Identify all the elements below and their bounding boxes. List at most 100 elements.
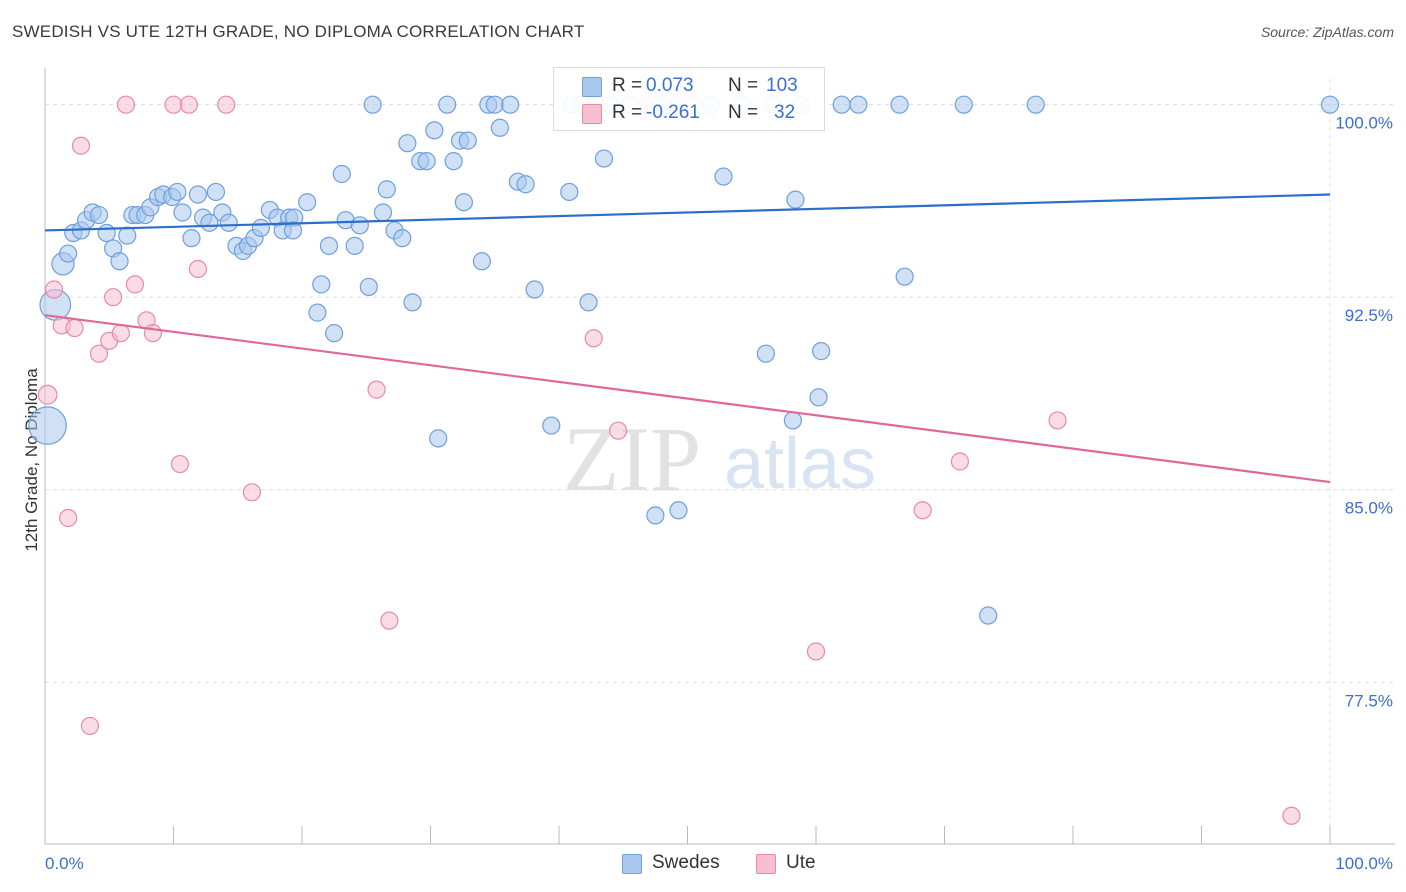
legend-n-value: 103: [766, 75, 798, 96]
point-swedes: [594, 149, 614, 168]
point-swedes: [714, 167, 733, 186]
point-ute: [71, 136, 91, 155]
point-swedes: [403, 293, 422, 312]
point-swedes: [444, 152, 463, 171]
watermark-zip: ZIP: [563, 408, 701, 510]
point-swedes: [359, 277, 378, 297]
legend-row-swedes: R = 0.073 N = 103: [554, 72, 824, 100]
legend-swatch-ute: [756, 854, 776, 874]
point-ute: [125, 275, 145, 294]
point-swedes: [458, 131, 477, 150]
point-swedes: [110, 252, 129, 271]
point-ute: [380, 611, 399, 630]
zipatlas-watermark: ZIP atlas: [563, 408, 876, 510]
point-ute: [1048, 411, 1067, 430]
point-swedes: [182, 229, 201, 248]
legend-r-label: R =: [612, 102, 643, 123]
point-ute: [584, 329, 603, 348]
point-swedes: [646, 506, 665, 525]
series-legend: Swedes Ute: [0, 852, 1406, 876]
axes: [44, 68, 1395, 845]
chart-title: SWEDISH VS UTE 12TH GRADE, NO DIPLOMA CO…: [12, 22, 585, 41]
point-swedes: [485, 95, 504, 114]
point-swedes: [363, 95, 382, 114]
point-swedes: [308, 303, 327, 322]
point-ute: [609, 421, 628, 440]
legend-label-ute: Ute: [786, 852, 816, 873]
point-swedes: [890, 95, 909, 114]
point-swedes: [283, 221, 303, 240]
point-swedes: [516, 175, 535, 194]
point-ute: [913, 501, 932, 520]
point-ute: [188, 259, 208, 279]
point-swedes: [425, 121, 444, 140]
point-ute: [217, 95, 236, 114]
point-swedes: [319, 236, 339, 255]
legend-swatch-swedes: [622, 854, 642, 874]
stats-legend: R = 0.073 N = 103 R = -0.261 N = 32: [553, 67, 825, 131]
point-ute: [806, 642, 826, 661]
tick-labels: 100.0% 92.5% 85.0% 77.5% 0.0% 100.0%: [45, 114, 1393, 873]
point-ute: [44, 280, 64, 299]
y-tick-label: 100.0%: [1335, 114, 1393, 133]
point-swedes: [832, 95, 851, 114]
y-tick-label: 77.5%: [1345, 691, 1393, 710]
point-swedes: [28, 406, 67, 445]
point-ute: [1282, 806, 1301, 825]
point-swedes: [298, 193, 317, 212]
point-swedes: [849, 95, 868, 114]
point-ute: [242, 483, 261, 502]
point-swedes: [59, 244, 78, 263]
legend-swatch-swedes: [582, 77, 602, 97]
point-swedes: [954, 95, 973, 114]
point-ute: [37, 384, 58, 405]
legend-n-label: N =: [728, 75, 759, 96]
point-swedes: [472, 252, 491, 271]
point-swedes: [490, 118, 509, 137]
point-ute: [111, 324, 130, 343]
point-swedes: [1320, 95, 1340, 114]
trend-line-swedes: [44, 193, 1331, 232]
point-ute: [170, 454, 190, 474]
point-swedes: [895, 267, 914, 286]
point-swedes: [669, 501, 688, 520]
point-swedes: [393, 229, 412, 248]
point-ute: [143, 324, 163, 343]
point-swedes: [118, 226, 137, 245]
point-swedes: [579, 293, 598, 312]
point-swedes: [429, 429, 448, 448]
point-swedes: [345, 236, 364, 255]
point-ute: [104, 288, 123, 307]
point-swedes: [350, 216, 369, 235]
legend-row-ute: R = -0.261 N = 32: [554, 99, 824, 127]
x-tick-label: 0.0%: [45, 854, 84, 873]
legend-n-label: N =: [728, 102, 759, 123]
point-swedes: [454, 193, 474, 212]
point-swedes: [325, 324, 344, 343]
point-ute: [179, 95, 199, 114]
legend-label-swedes: Swedes: [652, 852, 720, 873]
point-swedes: [188, 185, 208, 204]
point-swedes: [783, 411, 802, 430]
gridlines: [45, 79, 1395, 844]
point-swedes: [206, 182, 226, 202]
point-ute: [367, 380, 386, 399]
point-swedes: [979, 606, 998, 625]
point-ute: [116, 95, 136, 114]
point-swedes: [168, 182, 187, 202]
trend-lines: [44, 193, 1331, 484]
y-tick-label: 85.0%: [1345, 499, 1393, 518]
point-swedes: [377, 180, 396, 199]
trend-line-ute: [44, 314, 1331, 484]
point-swedes: [560, 182, 579, 202]
point-swedes: [812, 342, 831, 361]
point-swedes: [251, 218, 270, 237]
point-ute: [59, 508, 78, 528]
legend-n-value: 32: [774, 102, 796, 123]
point-swedes: [501, 95, 520, 114]
legend-swatch-ute: [582, 104, 602, 124]
point-swedes: [756, 344, 775, 363]
point-swedes: [332, 164, 351, 184]
